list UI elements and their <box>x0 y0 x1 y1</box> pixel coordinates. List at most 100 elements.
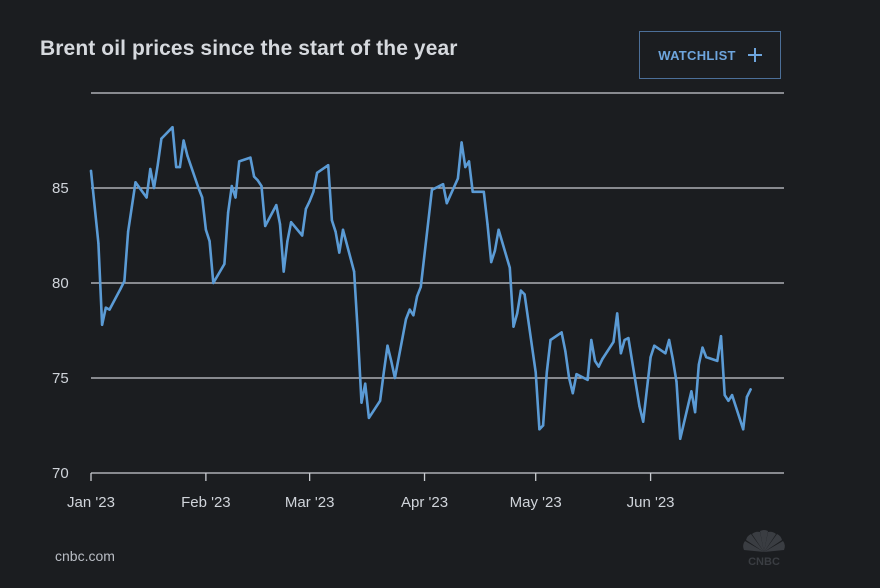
data-point-100 <box>612 340 615 344</box>
data-point-127 <box>749 388 752 391</box>
data-point-105 <box>638 405 641 408</box>
data-point-123 <box>727 399 730 402</box>
peacock-logo-icon: CNBC <box>743 530 785 568</box>
data-point-8 <box>130 205 133 209</box>
data-point-26 <box>226 211 230 214</box>
data-point-25 <box>223 262 226 266</box>
data-point-101 <box>616 312 619 315</box>
x-tick-label-4: May '23 <box>510 494 562 511</box>
data-point-2 <box>100 323 104 326</box>
data-point-99 <box>601 357 604 361</box>
data-point-67 <box>438 184 441 188</box>
x-axis-labels: Jan '23 Feb '23 Mar '23 Apr '23 May '23 Jun '… <box>67 494 674 511</box>
data-point-14 <box>160 137 163 140</box>
data-point-18 <box>182 139 185 142</box>
data-point-80 <box>508 266 511 269</box>
y-tick-label-70: 70 <box>52 465 69 482</box>
data-point-111 <box>667 338 671 342</box>
data-point-94 <box>575 373 578 376</box>
data-point-88 <box>545 371 548 374</box>
x-tick-label-5: Jun '23 <box>627 494 675 511</box>
data-point-102 <box>619 352 623 355</box>
data-point-48 <box>338 251 341 254</box>
data-point-13 <box>156 164 159 167</box>
data-point-0 <box>89 169 93 173</box>
data-point-114 <box>679 437 682 440</box>
series-line-0 <box>89 125 752 441</box>
data-point-108 <box>649 355 652 359</box>
data-point-54 <box>367 416 371 420</box>
data-point-40 <box>301 234 304 237</box>
data-point-113 <box>675 380 678 383</box>
data-point-63 <box>415 295 419 298</box>
data-point-76 <box>486 222 489 226</box>
data-point-107 <box>645 388 649 391</box>
data-point-98 <box>597 365 600 368</box>
data-point-125 <box>742 428 745 431</box>
data-point-22 <box>204 228 208 231</box>
data-point-65 <box>430 188 434 192</box>
source-label: cnbc.com <box>55 548 115 564</box>
data-point-104 <box>627 336 630 340</box>
data-point-50 <box>352 270 356 273</box>
data-point-4 <box>108 308 111 311</box>
data-point-110 <box>664 352 667 355</box>
data-point-115 <box>690 390 693 393</box>
data-point-117 <box>697 363 700 366</box>
data-point-81 <box>512 325 515 328</box>
watchlist-button-label: WATCHLIST <box>658 47 736 63</box>
data-point-120 <box>716 359 719 363</box>
data-point-124 <box>730 393 734 397</box>
data-point-75 <box>482 190 485 193</box>
data-point-39 <box>289 221 293 224</box>
data-point-52 <box>360 401 363 404</box>
data-point-41 <box>304 207 308 211</box>
data-point-89 <box>549 338 552 342</box>
data-point-86 <box>538 428 541 431</box>
x-axis <box>90 472 784 481</box>
data-point-72 <box>464 165 467 169</box>
plus-icon <box>747 48 762 62</box>
data-point-29 <box>238 160 241 163</box>
y-tick-label-80: 80 <box>52 275 69 292</box>
data-point-79 <box>497 228 500 231</box>
data-point-55 <box>378 399 382 402</box>
data-point-96 <box>590 338 593 342</box>
data-point-24 <box>212 281 215 285</box>
data-point-119 <box>705 355 708 359</box>
data-point-85 <box>534 371 537 374</box>
data-point-31 <box>252 175 256 178</box>
x-tick-label-1: Feb '23 <box>181 494 231 511</box>
grid-lines <box>91 92 784 379</box>
data-point-43 <box>312 190 315 193</box>
data-point-122 <box>723 393 726 397</box>
data-point-112 <box>671 357 674 361</box>
data-point-45 <box>327 164 330 167</box>
data-point-51 <box>356 331 359 334</box>
watchlist-button[interactable]: WATCHLIST <box>639 31 781 79</box>
data-point-44 <box>315 171 319 174</box>
data-point-46 <box>330 219 334 222</box>
data-point-70 <box>456 177 460 180</box>
data-point-5 <box>119 287 122 290</box>
data-point-56 <box>382 371 385 374</box>
data-point-20 <box>197 186 200 190</box>
data-point-32 <box>256 179 259 182</box>
data-point-1 <box>97 241 100 245</box>
data-point-93 <box>571 392 574 395</box>
data-point-58 <box>390 359 393 363</box>
data-point-9 <box>134 181 137 184</box>
data-point-87 <box>541 424 545 427</box>
data-point-97 <box>593 359 597 363</box>
data-point-68 <box>441 183 445 186</box>
data-point-126 <box>745 395 749 399</box>
data-point-92 <box>567 376 571 380</box>
data-point-84 <box>523 293 526 296</box>
data-point-60 <box>404 317 408 321</box>
data-point-3 <box>104 306 108 309</box>
data-point-7 <box>126 230 130 233</box>
data-point-42 <box>308 200 311 203</box>
data-point-82 <box>516 312 519 315</box>
data-point-11 <box>149 167 152 171</box>
